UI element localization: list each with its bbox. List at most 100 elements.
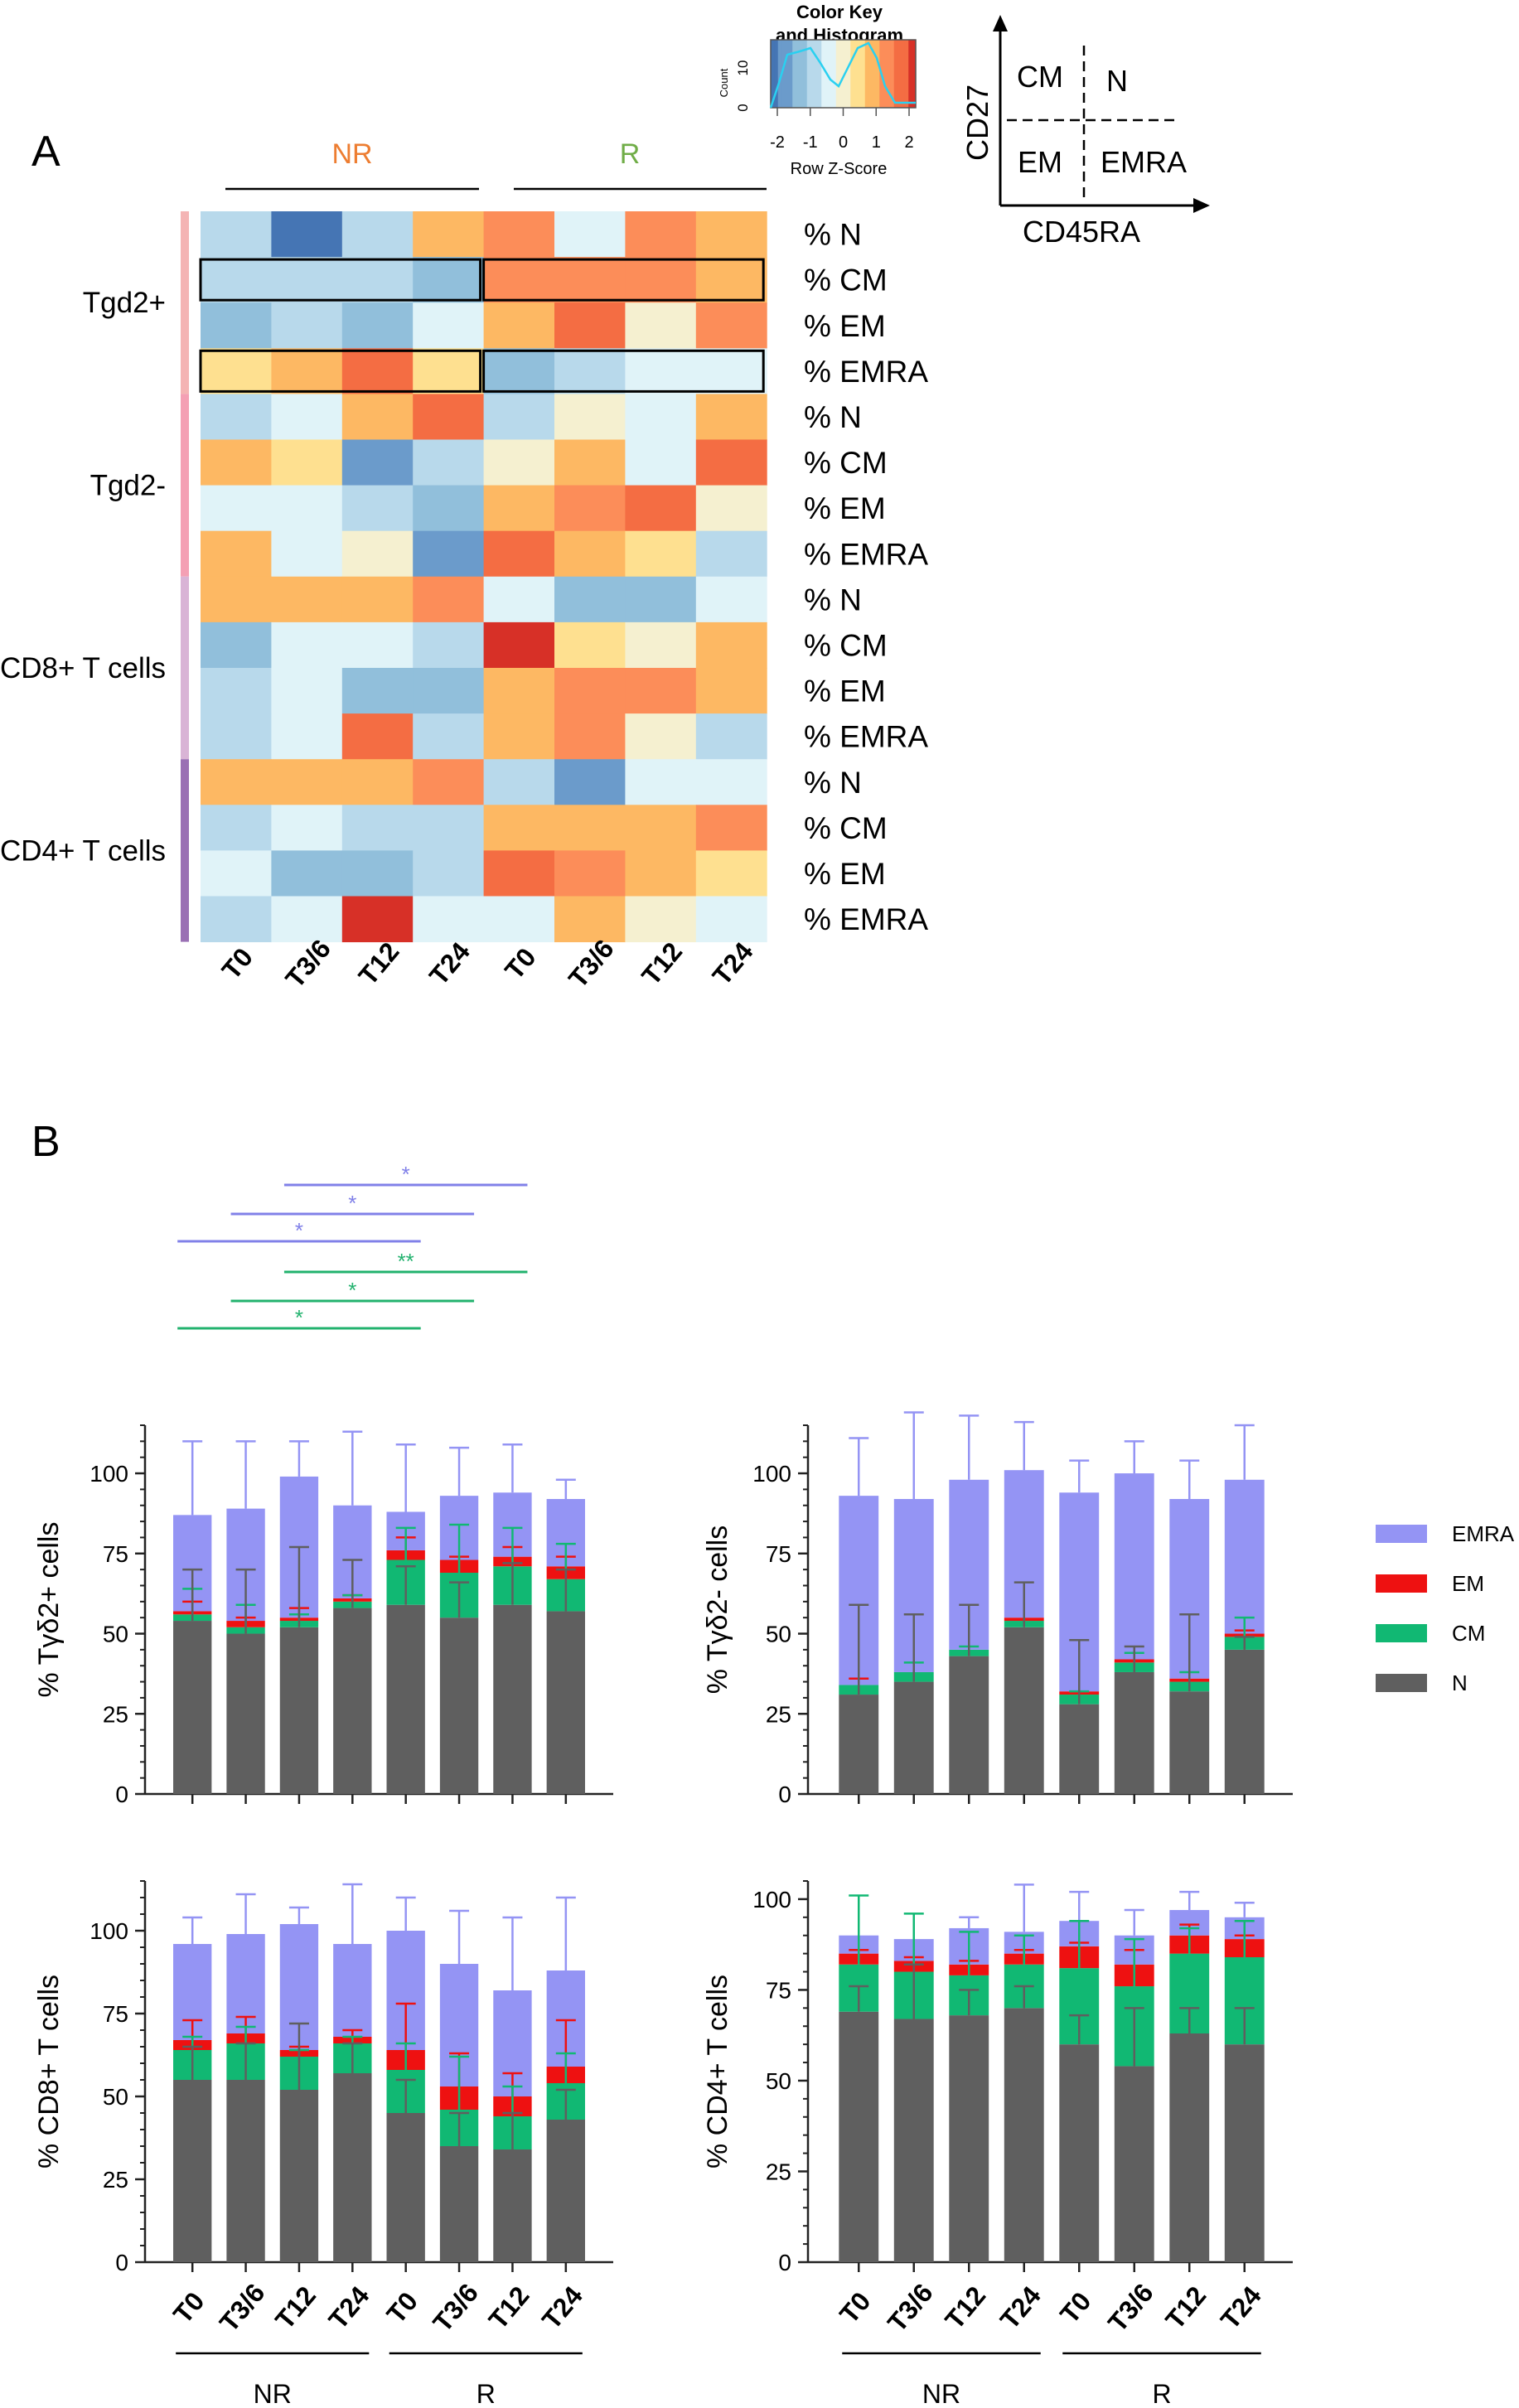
heatmap-cell (483, 668, 555, 714)
heatmap-cell (695, 713, 767, 760)
bar-segment-n (839, 2011, 879, 2262)
bar-segment-n (439, 1617, 479, 1794)
heatmap-cell (271, 850, 343, 897)
color-key-swatch (781, 40, 786, 108)
heatmap-cell (271, 211, 343, 258)
legend-label-n: N (1452, 1671, 1468, 1695)
x-tick-label: T0 (380, 2286, 423, 2329)
heatmap-cell (341, 668, 414, 714)
heatmap-cell (695, 576, 767, 623)
y-tick-label: 100 (89, 1461, 128, 1487)
heatmap-cell (554, 302, 626, 349)
heatmap-cell (625, 713, 697, 760)
heatmap-cell (201, 668, 272, 714)
x-tick-label: T3/6 (882, 2278, 939, 2338)
heatmap-highlight-box (482, 349, 765, 393)
significance-star: * (295, 1218, 303, 1243)
bar-segment-n (226, 1633, 265, 1794)
color-key-swatch (774, 40, 779, 108)
heatmap-cell (413, 439, 485, 486)
heatmap-row-label: % EM (804, 309, 886, 343)
color-key-swatch (829, 40, 833, 108)
heatmap-cell (341, 485, 414, 532)
heatmap-cell (271, 530, 343, 578)
heatmap-cell (695, 850, 767, 897)
x-tick-label: T12 (1159, 2280, 1212, 2334)
heatmap-cell (483, 621, 555, 669)
heatmap-cell (483, 485, 555, 532)
significance-star: * (348, 1278, 356, 1303)
color-key: Color Key and Histogram Count 0 10 -2 -1 0… (718, 2, 917, 178)
quadrant-em: EM (1018, 145, 1062, 179)
heatmap-cell (413, 896, 485, 943)
heatmap-cell (413, 530, 485, 578)
heatmap-cell (695, 257, 767, 303)
color-key-swatch (785, 40, 790, 108)
bar-segment-n (173, 1621, 212, 1794)
heatmap-cell (554, 668, 626, 714)
heatmap-row-label: % EMRA (804, 355, 928, 389)
heatmap-cell (625, 896, 697, 943)
heatmap-group-nr: NR (331, 138, 372, 170)
heatmap-cell (483, 713, 555, 760)
heatmap-cell (554, 805, 626, 851)
heatmap-column-label: T12 (636, 936, 688, 990)
heatmap-cell (483, 530, 555, 578)
bar-segment-n (279, 2090, 319, 2262)
heatmap-cell (483, 805, 555, 851)
heatmap-row-label: % EMRA (804, 720, 928, 754)
color-key-swatch (788, 40, 793, 108)
color-key-swatch (792, 40, 797, 108)
heatmap-cell (554, 257, 626, 303)
heatmap-cell (341, 439, 414, 486)
heatmap-group-bar (181, 576, 189, 760)
x-tick-label: T0 (1054, 2286, 1097, 2329)
bar-chart-2: 0 25 50 75 100 % Tγδ2- cells (702, 1411, 1293, 1807)
y-tick-label: 25 (766, 1701, 791, 1727)
y-tick-label: 25 (103, 1701, 128, 1727)
color-key-swatch (854, 40, 859, 108)
x-tick-label: T0 (834, 2286, 877, 2329)
heatmap-cell (625, 348, 697, 394)
color-key-swatch (821, 40, 826, 108)
significance-star: * (348, 1191, 356, 1216)
y-tick-label: 50 (103, 1622, 128, 1647)
heatmap-highlight-box (199, 258, 482, 302)
quadrant-y-arrow (993, 15, 1008, 31)
panel-label-b: B (31, 1118, 60, 1166)
heatmap-cell (413, 713, 485, 760)
bar-segment-n (839, 1695, 879, 1794)
color-key-swatch (771, 40, 775, 108)
heatmap-cell (271, 394, 343, 440)
bar-segment-emra (1114, 1473, 1154, 1660)
color-key-swatch (861, 40, 866, 108)
bar-segment-n (949, 2015, 989, 2262)
heatmap-row-label: % N (804, 583, 862, 617)
heatmap-highlight-box (482, 258, 765, 302)
heatmap-cell (413, 302, 485, 349)
heatmap-cell (695, 805, 767, 851)
heatmap-row-label: % EMRA (804, 537, 928, 571)
heatmap-row-label: % CM (804, 264, 888, 297)
color-key-swatch (872, 40, 877, 108)
bar-segment-n (1169, 1691, 1210, 1794)
bar-segment-n (1004, 1627, 1044, 1794)
heatmap-row-label: % N (804, 400, 862, 434)
color-key-swatch (864, 40, 869, 108)
quadrant-cm: CM (1017, 60, 1063, 94)
bar-segment-n (1224, 1649, 1265, 1794)
heatmap-cell (341, 576, 414, 623)
bar-segment-n (1059, 2044, 1100, 2262)
heatmap-row-label: % EM (804, 491, 886, 525)
quadrant-n: N (1106, 64, 1128, 98)
heatmap-column-label: T24 (423, 936, 476, 991)
heatmap-cell (695, 896, 767, 943)
color-key-title-1: Color Key (796, 2, 883, 22)
heatmap-column-label: T3/6 (279, 934, 336, 994)
heatmap-cell (625, 530, 697, 578)
heatmap-cell (341, 257, 414, 303)
heatmap-row-label: % EM (804, 675, 886, 708)
heatmap-cell (625, 805, 697, 851)
color-key-swatch (890, 40, 895, 108)
heatmap-cell (695, 485, 767, 532)
